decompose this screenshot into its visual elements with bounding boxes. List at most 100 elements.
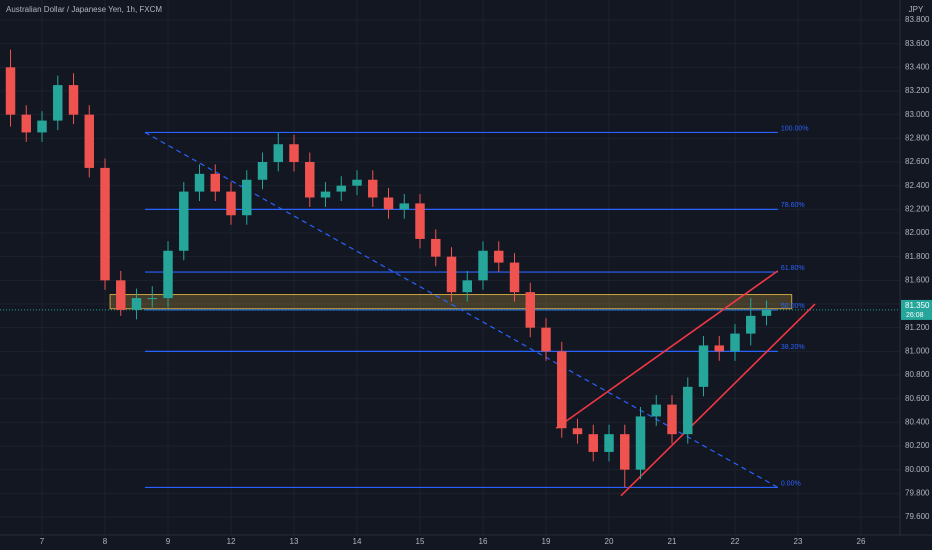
candle-body <box>68 85 79 115</box>
candle-body <box>541 327 551 352</box>
candle-body <box>131 298 142 310</box>
x-tick-label: 16 <box>479 537 488 546</box>
candle-body <box>446 256 457 293</box>
candle-body <box>289 144 299 163</box>
y-tick-label: 79.800 <box>905 488 930 497</box>
x-tick-label: 26 <box>857 537 866 546</box>
x-tick-label: 22 <box>731 537 740 546</box>
y-tick-label: 83.600 <box>905 39 930 48</box>
fib-label: 78.60% <box>781 202 805 209</box>
candle-body <box>683 386 693 435</box>
drawings: 100.00% 78.60% 61.80% 50.00% 38.20% 0.00% <box>0 125 900 497</box>
wedge-line <box>620 303 816 497</box>
x-tick-label: 21 <box>668 537 677 546</box>
candle-body <box>116 280 126 310</box>
y-tick-label: 81.000 <box>905 346 930 355</box>
candles <box>5 49 772 488</box>
candle-body <box>525 292 535 328</box>
fib-label: 100.00% <box>781 125 809 132</box>
candle-body <box>509 262 520 293</box>
y-tick-label: 81.600 <box>905 275 930 284</box>
candle-body <box>698 345 709 387</box>
candle-body <box>210 173 220 192</box>
y-tick-label: 80.400 <box>905 417 930 426</box>
candle-body <box>368 179 378 198</box>
wedge-line <box>555 270 779 429</box>
candle-body <box>730 333 740 352</box>
y-tick-label: 80.800 <box>905 370 930 379</box>
candle-body <box>415 203 425 239</box>
candle-body <box>305 162 315 198</box>
y-tick-label: 82.000 <box>905 228 930 237</box>
currency: JPY <box>909 5 924 14</box>
candle-body <box>761 309 772 316</box>
candle-body <box>478 250 488 281</box>
x-tick-label: 15 <box>416 537 425 546</box>
fib-label: 0.00% <box>781 480 801 487</box>
candle-body <box>5 67 16 115</box>
candle-body <box>604 434 614 452</box>
candle-body <box>352 179 362 186</box>
candle-body <box>242 179 252 216</box>
candle-body <box>383 197 394 210</box>
x-tick-label: 19 <box>542 537 551 546</box>
y-tick-label: 79.600 <box>905 512 930 521</box>
y-tick-label: 82.200 <box>905 204 930 213</box>
y-tick-label: 82.600 <box>905 157 930 166</box>
x-tick-label: 7 <box>40 537 45 546</box>
last-price-label: 81.350 <box>905 301 930 310</box>
candle-body <box>179 191 189 251</box>
candle-body <box>588 434 598 452</box>
fib-label: 61.80% <box>781 265 805 272</box>
candle-body <box>84 114 94 168</box>
candle-body <box>494 250 504 263</box>
candle-body <box>746 315 756 334</box>
candle-body <box>194 173 205 192</box>
x-tick-label: 20 <box>605 537 614 546</box>
candle-body <box>320 191 331 198</box>
y-tick-label: 83.000 <box>905 110 930 119</box>
x-tick-label: 8 <box>103 537 108 546</box>
candle-body <box>399 203 409 210</box>
candle-body <box>257 162 268 180</box>
x-tick-label: 23 <box>794 537 803 546</box>
y-tick-label: 83.800 <box>905 15 930 24</box>
candle-body <box>431 238 441 257</box>
candle-body <box>557 351 567 429</box>
candle-body <box>336 185 346 192</box>
candle-body <box>273 144 283 163</box>
candle-body <box>147 298 157 300</box>
candle-body <box>21 114 31 133</box>
candle-body <box>53 85 63 121</box>
fib-label: 50.00% <box>781 303 805 310</box>
y-tick-label: 82.800 <box>905 133 930 142</box>
y-tick-label: 83.200 <box>905 86 930 95</box>
y-tick-label: 80.600 <box>905 394 930 403</box>
candle-body <box>651 404 661 417</box>
fib-label: 38.20% <box>781 344 805 351</box>
y-tick-label: 80.200 <box>905 441 930 450</box>
candle-body <box>462 280 472 293</box>
candle-body <box>620 434 630 470</box>
zone <box>109 294 793 310</box>
y-tick-label: 80.000 <box>905 465 930 474</box>
x-tick-label: 12 <box>227 537 236 546</box>
x-tick-label: 14 <box>353 537 362 546</box>
candle-body <box>714 345 724 352</box>
candle-body <box>226 191 236 216</box>
countdown: 26:08 <box>906 312 924 319</box>
last-price-tag <box>901 299 932 320</box>
y-tick-label: 81.800 <box>905 252 930 261</box>
x-tick-label: 13 <box>290 537 299 546</box>
candle-body <box>100 167 110 281</box>
candle-body <box>163 250 173 299</box>
y-tick-label: 81.200 <box>905 323 930 332</box>
y-tick-label: 82.400 <box>905 181 930 190</box>
candle-body <box>572 428 583 435</box>
candle-body <box>635 416 646 470</box>
candle-body <box>37 120 47 133</box>
y-tick-label: 83.400 <box>905 62 930 71</box>
